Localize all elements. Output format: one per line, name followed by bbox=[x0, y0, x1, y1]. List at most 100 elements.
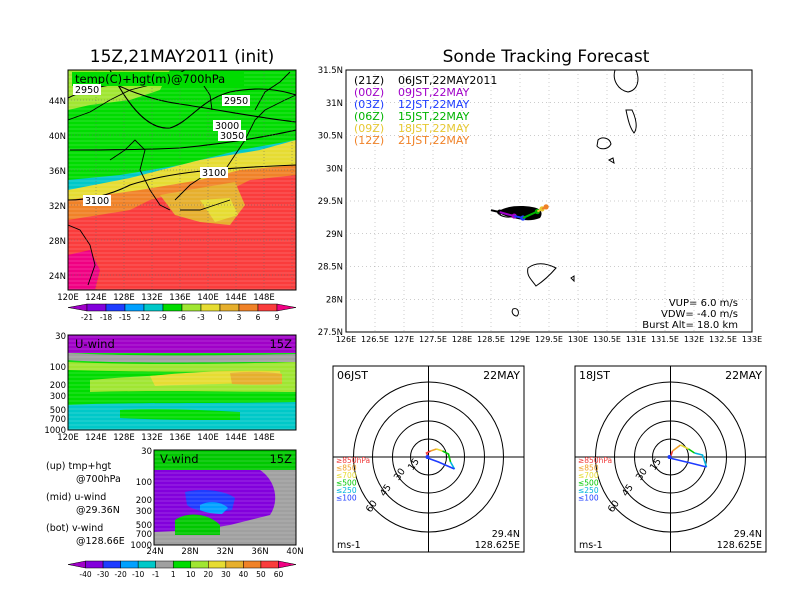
colorbar-swatch bbox=[124, 303, 145, 312]
track-series bbox=[490, 204, 549, 221]
hodograph-time: 06JST bbox=[337, 369, 368, 382]
track-legend-code: (12Z) bbox=[354, 134, 384, 147]
pressure-tick: 700 bbox=[50, 415, 66, 425]
u-lon-tick: 120E bbox=[57, 433, 79, 443]
map-lat-tick: 28N bbox=[49, 237, 66, 247]
hodograph-date: 22MAY bbox=[725, 369, 762, 382]
hodograph-lon: 128.625E bbox=[475, 540, 520, 551]
pressure-tick: 200 bbox=[136, 496, 152, 506]
track-legend-code: (00Z) bbox=[354, 86, 384, 99]
pressure-tick: 300 bbox=[50, 392, 66, 402]
contour-label: 2950 bbox=[224, 96, 248, 107]
map-lat-tick: 36N bbox=[49, 167, 66, 177]
u-lon-tick: 140E bbox=[197, 433, 219, 443]
v-lat-tick: 24N bbox=[146, 547, 163, 557]
hodograph-lat: 29.4N bbox=[492, 529, 520, 540]
hodograph-trace bbox=[436, 448, 443, 452]
colorbar-swatch bbox=[105, 303, 126, 312]
colorbar-label: 0 bbox=[218, 313, 223, 322]
colorbar-label: -3 bbox=[197, 313, 205, 322]
track-legend-time: 12JST,22MAY bbox=[398, 98, 470, 111]
svg-text:@128.66E: @128.66E bbox=[76, 536, 125, 547]
pressure-tick: 700 bbox=[136, 530, 152, 540]
track-segment bbox=[522, 210, 538, 219]
track-lat-tick: 30.5N bbox=[318, 132, 343, 142]
hodograph-unit: ms-1 bbox=[337, 540, 361, 551]
v-lat-tick: 28N bbox=[181, 547, 198, 557]
track-lon-tick: 131E bbox=[626, 335, 646, 344]
wind-colorbar: -40 -30 -20 -10 -1 1 10 20 30 40 50 60 bbox=[67, 560, 297, 579]
sonde-params: VUP= 6.0 m/s VDW= -4.0 m/s Burst Alt= 18… bbox=[642, 298, 738, 331]
track-lon-tick: 129.5E bbox=[535, 335, 563, 344]
track-point bbox=[543, 204, 549, 210]
colorbar-swatch bbox=[278, 560, 297, 569]
hodograph-trace bbox=[430, 448, 437, 452]
pressure-tick: 30 bbox=[55, 332, 66, 342]
colorbar-swatch bbox=[102, 560, 121, 569]
map-lon-tick: 136E bbox=[169, 293, 191, 303]
colorbar-label: -1 bbox=[152, 570, 160, 579]
colorbar-label: 1 bbox=[171, 570, 176, 579]
colorbar-swatch bbox=[162, 303, 183, 312]
hodograph-level: ≤500 bbox=[336, 479, 357, 488]
colorbar-label: 6 bbox=[256, 313, 261, 322]
colorbar-swatch bbox=[155, 560, 174, 569]
colorbar-swatch bbox=[67, 303, 88, 312]
u-lon-tick: 136E bbox=[169, 433, 191, 443]
u-lon-tick: 132E bbox=[141, 433, 163, 443]
u-lon-tick: 148E bbox=[253, 433, 275, 443]
pressure-tick: 500 bbox=[50, 406, 66, 416]
colorbar-swatch bbox=[238, 303, 259, 312]
colorbar-swatch bbox=[257, 303, 278, 312]
colorbar-label: -15 bbox=[119, 313, 131, 322]
hodograph-level: ≤700 bbox=[336, 471, 357, 480]
v-lat-tick: 40N bbox=[286, 547, 303, 557]
u-lon-tick: 128E bbox=[113, 433, 135, 443]
contour-label: 3000 bbox=[215, 121, 239, 132]
hodograph-trace bbox=[688, 448, 695, 454]
hodograph-trace bbox=[427, 457, 455, 470]
hodograph-level: ≤850 bbox=[578, 464, 599, 473]
hodograph-level: ≤850 bbox=[336, 464, 357, 473]
contour-label: 3100 bbox=[202, 168, 226, 179]
colorbar-label: -10 bbox=[132, 570, 144, 579]
colorbar-label: 10 bbox=[186, 570, 196, 579]
svg-text:Burst Alt= 18.0 km: Burst Alt= 18.0 km bbox=[642, 320, 738, 331]
v-wind-label: V-wind bbox=[160, 452, 199, 466]
right-title: Sonde Tracking Forecast bbox=[443, 47, 650, 67]
hodograph-origin bbox=[425, 455, 430, 459]
colorbar-swatch bbox=[86, 303, 107, 312]
colorbar-swatch bbox=[137, 560, 156, 569]
track-lon-tick: 132.5E bbox=[709, 335, 737, 344]
left-title: 15Z,21MAY2011 (init) bbox=[90, 47, 275, 67]
colorbar-swatch bbox=[120, 560, 139, 569]
map-lon-tick: 140E bbox=[197, 293, 219, 303]
v-lat-ticks: 24N 28N 32N 36N 40N bbox=[146, 547, 303, 557]
colorbar-label: -20 bbox=[114, 570, 126, 579]
hodograph-level: ≤100 bbox=[336, 494, 357, 503]
contour-label: 2950 bbox=[75, 85, 99, 96]
colorbar-swatch bbox=[181, 303, 202, 312]
contour-label: 3050 bbox=[220, 131, 244, 142]
track-lon-tick: 130E bbox=[568, 335, 588, 344]
map-lon-ticks: 120E 124E 128E 132E 136E 140E 144E 148E bbox=[57, 293, 275, 303]
map-lat-ticks: 44N 40N 36N 32N 28N 24N bbox=[49, 97, 66, 282]
hodograph-trace bbox=[672, 444, 681, 452]
colorbar-swatch bbox=[208, 560, 227, 569]
colorbar-swatch bbox=[200, 303, 221, 312]
colorbar-label: -12 bbox=[138, 313, 150, 322]
colorbar-swatch bbox=[219, 303, 240, 312]
track-lat-ticks: 31.5N 31N 30.5N 30N 29.5N 29N 28.5N 28N 27.5N bbox=[318, 66, 343, 338]
pressure-tick: 300 bbox=[136, 507, 152, 517]
map-lon-tick: 144E bbox=[225, 293, 247, 303]
track-lat-tick: 30N bbox=[326, 164, 343, 174]
pressure-tick: 500 bbox=[136, 521, 152, 531]
track-lat-tick: 29.5N bbox=[318, 197, 343, 207]
colorbar-label: -21 bbox=[81, 313, 93, 322]
hodograph-level: ≤100 bbox=[578, 494, 599, 503]
track-lon-tick: 126E bbox=[336, 335, 356, 344]
contour-labels: 2950 2950 3000 3050 3100 3100 bbox=[73, 84, 250, 207]
